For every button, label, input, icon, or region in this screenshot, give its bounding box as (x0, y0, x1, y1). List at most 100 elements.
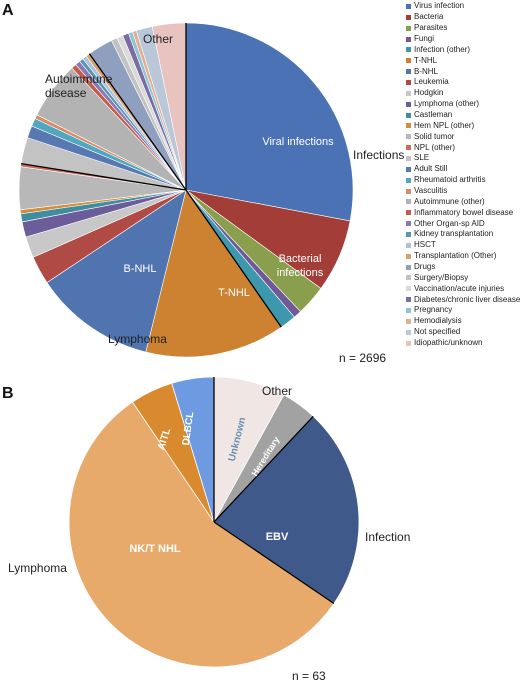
pie-chart-a (18, 22, 354, 358)
legend-label: Parasites (414, 23, 448, 33)
legend-item-infection-other: Infection (other) (406, 44, 520, 55)
legend-label: Bacteria (414, 12, 444, 22)
legend-item-hodgkin: Hodgkin (406, 88, 520, 99)
pie-b-slice-ebv (213, 415, 360, 605)
slice-label-nk-t-nhl: NK/T NHL (129, 543, 181, 555)
pie-a-labels: Viral infections Bacterial infections T-NHL… (45, 32, 404, 365)
legend-swatch (406, 199, 411, 205)
legend-label: Idiopathic/unknown (414, 338, 483, 348)
legend-swatch (406, 47, 411, 53)
legend-label: Hem NPL (other) (414, 120, 475, 130)
legend-swatch (406, 123, 411, 129)
legend-item-vasculitis: Vasculitis (406, 186, 520, 197)
legend-label: NPL (other) (414, 142, 456, 152)
legend-item-other-organ-sp-aid: Other Organ-sp AID (406, 218, 520, 229)
legend-item-bacteria: Bacteria (406, 12, 520, 23)
pie-a-group-divider (185, 189, 282, 328)
legend-label: Castleman (414, 110, 453, 120)
pie-a-group-divider (88, 53, 187, 191)
legend-label: Leukemia (414, 77, 449, 87)
pie-a-slice-b-nhl (46, 189, 187, 353)
legend-item-pregnancy: Pregnancy (406, 305, 520, 316)
legend-swatch (406, 264, 411, 270)
group-label-infections: Infections (353, 148, 404, 162)
legend-swatch (406, 188, 411, 194)
legend-label: Drugs (414, 262, 436, 272)
legend-item-not-specified: Not specified (406, 327, 520, 338)
legend-item-hem-npl-other: Hem NPL (other) (406, 120, 520, 131)
group-label-autoimmune: Autoimmune (45, 72, 113, 86)
panel-a-letter: A (2, 2, 14, 19)
legend-item-drugs: Drugs (406, 262, 520, 273)
legend-swatch (406, 210, 411, 216)
slice-label-dlbcl: DLBCL (181, 411, 197, 446)
legend-item-diabetes-chronic-liver-disease: Diabetes/chronic liver disease (406, 294, 520, 305)
legend-item-parasites: Parasites (406, 23, 520, 34)
legend-swatch (406, 297, 411, 303)
legend-swatch (406, 329, 411, 335)
legend-item-sle: SLE (406, 153, 520, 164)
legend-swatch (406, 134, 411, 140)
legend-swatch (406, 166, 411, 172)
legend-label: Not specified (414, 327, 461, 337)
pie-a-slice-virus-infection (185, 22, 354, 222)
legend-label: Diabetes/chronic liver disease (414, 294, 520, 304)
legend-item-t-nhl: T-NHL (406, 55, 520, 66)
legend-label: HSCT (414, 240, 436, 250)
panel-b-letter: B (2, 385, 14, 402)
pie-b-group-divider (213, 415, 314, 523)
n-label-a: n = 2696 (339, 351, 386, 365)
legend-swatch (406, 340, 411, 346)
slice-label-ebv: EBV (266, 531, 289, 543)
legend-label: Adult Still (414, 164, 448, 174)
legend-swatch (406, 275, 411, 281)
legend-label: Autoimmune (other) (414, 196, 485, 206)
legend-swatch (406, 90, 411, 96)
slice-label-bacterial-infections: Bacterial (279, 253, 322, 265)
legend-label: Pregnancy (414, 305, 453, 315)
legend-item-lymphoma-other: Lymphoma (other) (406, 99, 520, 110)
legend-item-hemodialysis: Hemodialysis (406, 316, 520, 327)
legend-label: Kidney transplantation (414, 229, 494, 239)
legend-item-autoimmune-other: Autoimmune (other) (406, 196, 520, 207)
legend-item-castleman: Castleman (406, 110, 520, 121)
pie-b-slice-nk-t-nhl (68, 401, 335, 668)
legend-label: Inflammatory bowel disease (414, 207, 514, 217)
legend-label: Solid tumor (414, 131, 455, 141)
group-label-lymphoma-b: Lymphoma (8, 561, 67, 575)
legend-item-solid-tumor: Solid tumor (406, 131, 520, 142)
legend-swatch (406, 253, 411, 259)
legend-swatch (406, 177, 411, 183)
legend-label: Infection (other) (414, 44, 471, 54)
slice-label-bacterial-infections-line2: infections (277, 267, 324, 279)
legend-label: T-NHL (414, 55, 438, 65)
slice-label-b-nhl: B-NHL (123, 263, 156, 275)
legend-swatch (406, 25, 411, 31)
legend-swatch (406, 3, 411, 9)
legend-swatch (406, 14, 411, 20)
legend-swatch (406, 69, 411, 75)
legend-label: Virus infection (414, 1, 465, 11)
legend-swatch (406, 36, 411, 42)
legend-swatch (406, 286, 411, 292)
legend-label: Transplantation (Other) (414, 251, 497, 261)
legend-label: Hodgkin (414, 88, 444, 98)
pie-a-group-divider (20, 162, 187, 191)
legend-item-hsct: HSCT (406, 240, 520, 251)
pie-b-group-divider (213, 521, 335, 605)
legend-label: SLE (414, 153, 430, 163)
legend-label: Vaccination/acute injuries (414, 283, 505, 293)
legend-item-leukemia: Leukemia (406, 77, 520, 88)
legend-item-virus-infection: Virus infection (406, 1, 520, 12)
legend-swatch (406, 112, 411, 118)
legend-item-transplantation-other: Transplantation (Other) (406, 251, 520, 262)
legend-label: Lymphoma (other) (414, 99, 480, 109)
legend-item-inflammatory-bowel-disease: Inflammatory bowel disease (406, 207, 520, 218)
legend-swatch (406, 242, 411, 248)
pie-a-slice-t-nhl (145, 189, 282, 358)
n-label-b: n = 63 (292, 669, 326, 683)
legend-label: B-NHL (414, 66, 439, 76)
slice-label-t-nhl: T-NHL (218, 287, 250, 299)
